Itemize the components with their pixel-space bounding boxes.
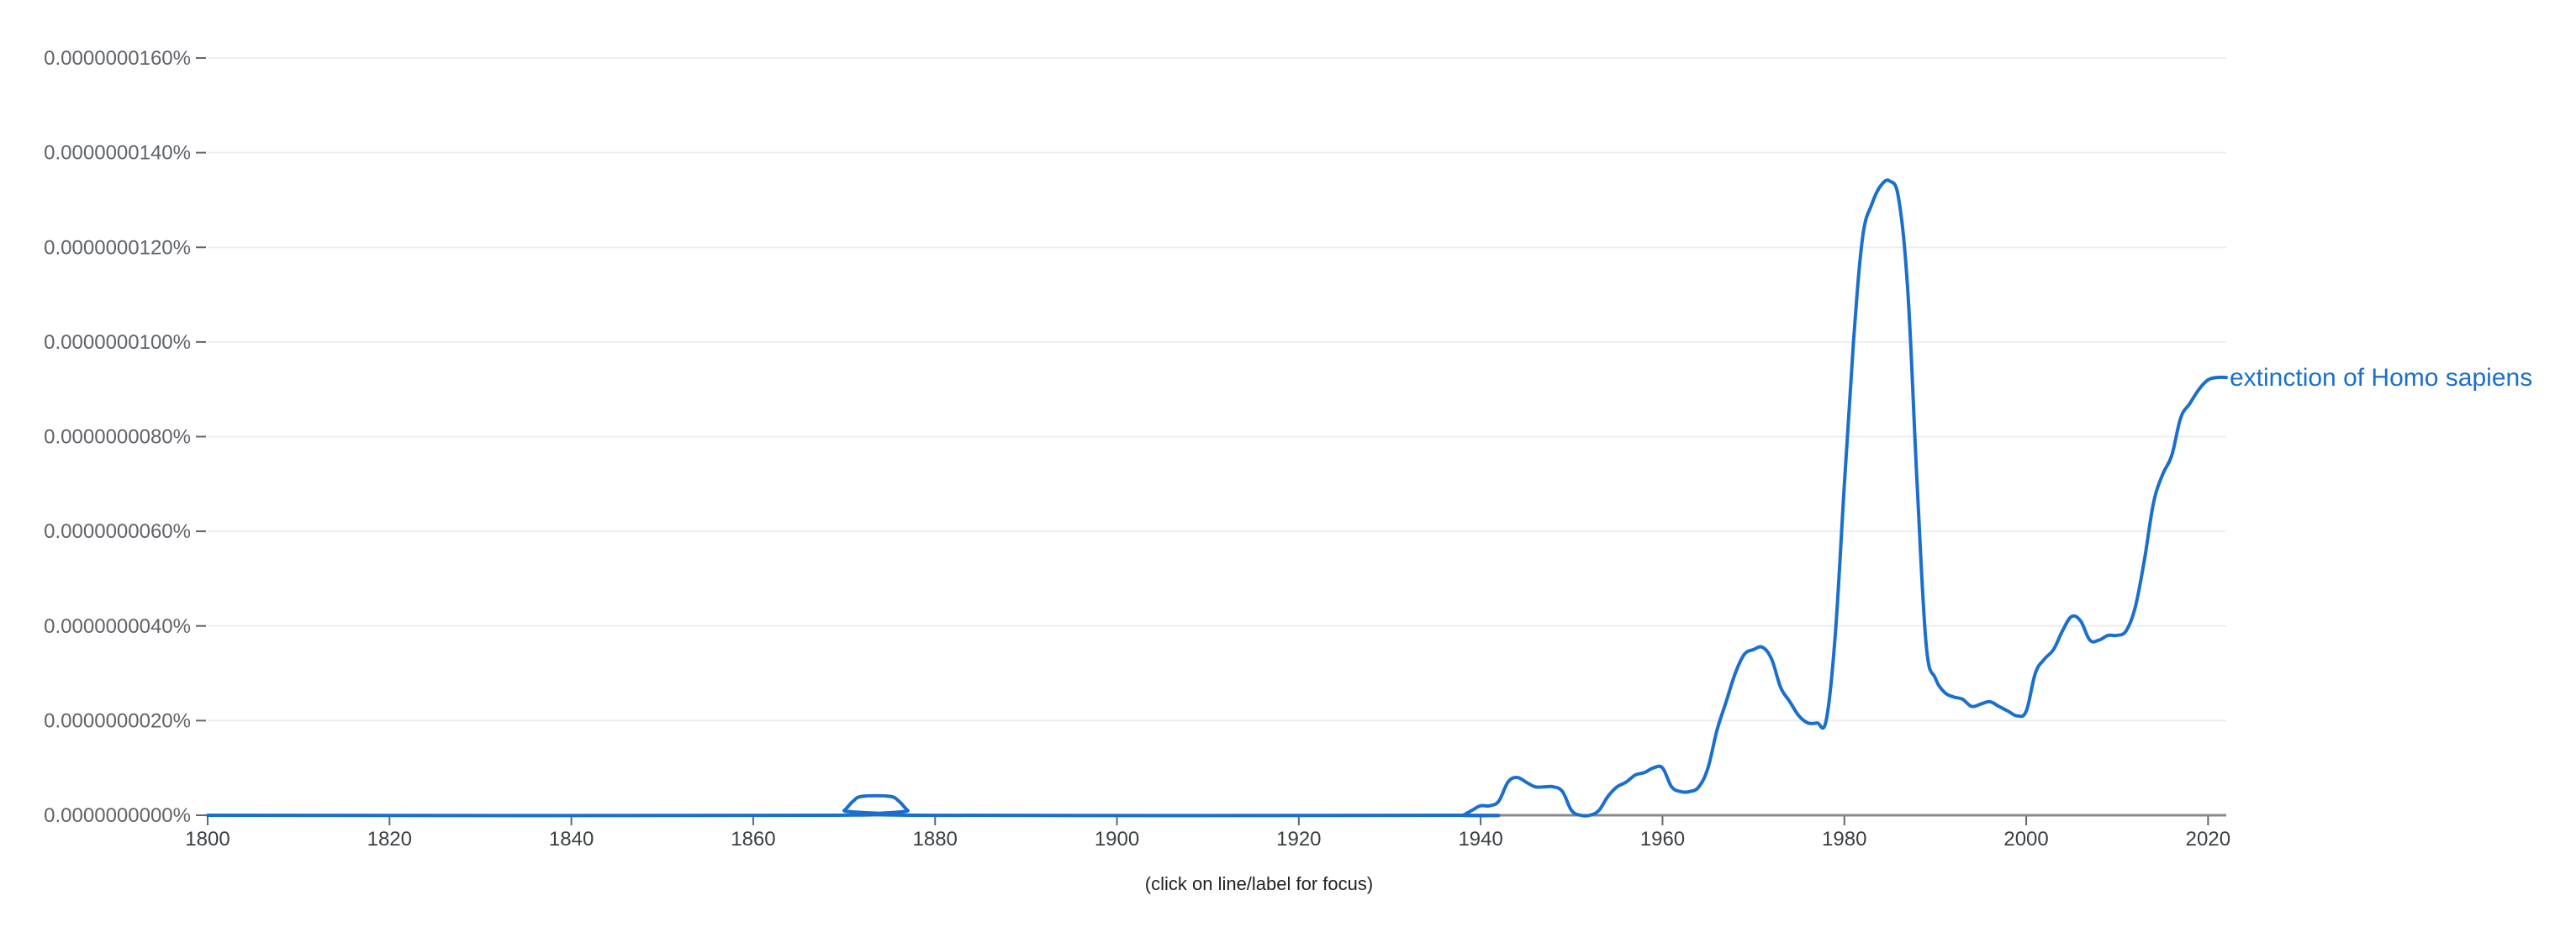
y-tick-label: 0.0000000020% bbox=[44, 709, 191, 732]
x-tick-label: 1800 bbox=[185, 828, 230, 851]
x-tick-label: 2000 bbox=[2003, 828, 2048, 851]
y-axis-ticks: 0.0000000000% 0.0000000020% 0.0000000040% 0… bbox=[44, 47, 206, 827]
series-label[interactable]: extinction of Homo sapiens bbox=[2230, 364, 2532, 392]
chart-footnote: (click on line/label for focus) bbox=[1145, 873, 1373, 894]
x-tick-label: 1880 bbox=[913, 828, 958, 851]
series-lines[interactable]: extinction of Homo sapiens bbox=[206, 178, 2532, 818]
y-tick-label: 0.0000000160% bbox=[44, 47, 191, 70]
x-tick-label: 1960 bbox=[1640, 828, 1685, 851]
y-tick-label: 0.0000000080% bbox=[44, 426, 191, 449]
x-tick-label: 1900 bbox=[1095, 828, 1139, 851]
x-axis-ticks: 1800 1820 1840 1860 1880 1900 1920 1940 1960 1980… bbox=[185, 815, 2230, 851]
y-tick-label: 0.0000000000% bbox=[44, 804, 191, 827]
x-tick-label: 1860 bbox=[731, 828, 775, 851]
x-tick-label: 1980 bbox=[1822, 828, 1866, 851]
y-tick-label: 0.0000000100% bbox=[44, 331, 191, 354]
series-line[interactable] bbox=[206, 178, 2228, 818]
x-tick-label: 1920 bbox=[1276, 828, 1321, 851]
x-tick-label: 1840 bbox=[549, 828, 594, 851]
y-tick-label: 0.0000000120% bbox=[44, 236, 191, 259]
x-tick-label: 1820 bbox=[367, 828, 412, 851]
x-tick-label: 2020 bbox=[2186, 828, 2230, 851]
x-tick-label: 1940 bbox=[1458, 828, 1502, 851]
y-tick-label: 0.0000000040% bbox=[44, 615, 191, 638]
y-tick-label: 0.0000000060% bbox=[44, 520, 191, 543]
gridlines bbox=[208, 57, 2226, 722]
y-tick-label: 0.0000000140% bbox=[44, 142, 191, 165]
